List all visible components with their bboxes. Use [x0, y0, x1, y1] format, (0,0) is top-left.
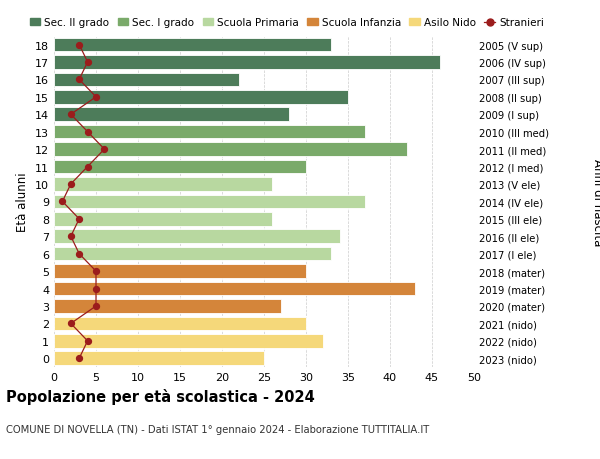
Bar	[54, 352, 264, 365]
Bar	[54, 126, 365, 139]
Bar	[54, 56, 440, 70]
Bar	[54, 91, 348, 104]
Bar	[54, 247, 331, 261]
Point	[91, 268, 101, 275]
Bar	[54, 317, 306, 330]
Point	[83, 337, 92, 345]
Bar	[54, 213, 272, 226]
Bar	[54, 195, 365, 209]
Point	[91, 94, 101, 101]
Point	[66, 233, 76, 241]
Point	[74, 42, 84, 49]
Point	[66, 181, 76, 188]
Point	[83, 163, 92, 171]
Bar	[54, 282, 415, 296]
Point	[58, 198, 67, 206]
Point	[74, 251, 84, 258]
Bar	[54, 230, 340, 244]
Bar	[54, 334, 323, 348]
Point	[74, 216, 84, 223]
Text: COMUNE DI NOVELLA (TN) - Dati ISTAT 1° gennaio 2024 - Elaborazione TUTTITALIA.IT: COMUNE DI NOVELLA (TN) - Dati ISTAT 1° g…	[6, 425, 429, 435]
Bar	[54, 39, 331, 52]
Y-axis label: Età alunni: Età alunni	[16, 172, 29, 232]
Point	[66, 112, 76, 119]
Bar	[54, 160, 306, 174]
Text: Anni di nascita: Anni di nascita	[590, 158, 600, 246]
Bar	[54, 108, 289, 122]
Point	[91, 285, 101, 292]
Bar	[54, 143, 407, 157]
Text: Popolazione per età scolastica - 2024: Popolazione per età scolastica - 2024	[6, 388, 315, 404]
Point	[83, 59, 92, 67]
Point	[100, 146, 109, 153]
Point	[74, 77, 84, 84]
Legend: Sec. II grado, Sec. I grado, Scuola Primaria, Scuola Infanzia, Asilo Nido, Stran: Sec. II grado, Sec. I grado, Scuola Prim…	[30, 18, 544, 28]
Point	[66, 320, 76, 327]
Bar	[54, 73, 239, 87]
Point	[83, 129, 92, 136]
Point	[91, 302, 101, 310]
Bar	[54, 300, 281, 313]
Bar	[54, 265, 306, 278]
Point	[74, 355, 84, 362]
Bar	[54, 178, 272, 191]
